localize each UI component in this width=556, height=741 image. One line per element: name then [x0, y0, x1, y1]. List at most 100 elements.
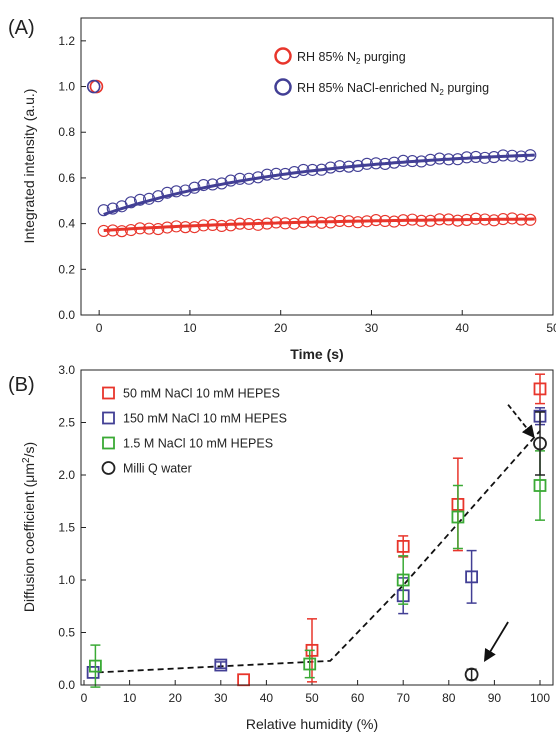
- panel-b-xtick-label: 90: [488, 691, 502, 705]
- panel-a-point-1: [369, 157, 383, 170]
- panel-b-point-3: [533, 436, 547, 451]
- panel-a-point-1: [478, 151, 491, 164]
- panel-a-point-0: [360, 215, 373, 228]
- panel-a-point-1: [197, 178, 210, 192]
- panel-b-point-3: [464, 667, 479, 682]
- panel-a-point-1: [233, 172, 246, 185]
- panel-a-point-1: [188, 181, 201, 194]
- panel-b-y-axis-label: Diffusion coefficient (μm2/s): [21, 442, 38, 612]
- panel-a-ytick-label: 0.6: [58, 171, 75, 185]
- panel-a-point-1: [388, 156, 401, 169]
- panel-b-yticks: 0.0 0.5 1.0 1.5 2.0 2.5 3.0: [58, 363, 86, 692]
- panel-a: (A) 0.0 0.2 0.4 0.6 0.8 1.0 1.2 0 10 20 30 40 50 In…: [8, 17, 556, 362]
- panel-a-point-0: [315, 216, 328, 229]
- panel-a-point-0: [133, 222, 147, 235]
- panel-b-point-0: [237, 673, 251, 687]
- panel-a-point-1: [469, 150, 482, 163]
- panel-b-point-2: [303, 657, 317, 671]
- panel-b-guide-line: [97, 430, 541, 674]
- panel-a-yticks: 0.0 0.2 0.4 0.6 0.8 1.0 1.2: [58, 34, 86, 322]
- panel-a-point-0: [460, 213, 473, 226]
- panel-b-xtick-label: 20: [169, 691, 183, 705]
- panel-a-point-0: [433, 213, 446, 226]
- panel-b-legend: 50 mM NaCl 10 mM HEPES 150 mM NaCl 10 mM …: [101, 387, 287, 476]
- panel-a-point-0: [379, 214, 392, 228]
- panel-a-point-1: [415, 155, 428, 168]
- panel-a-point-1: [351, 159, 364, 173]
- panel-a-point-1: [161, 186, 174, 199]
- panel-b-point-2: [396, 573, 410, 587]
- panel-a-point-1: [124, 196, 137, 209]
- panel-b-ytick-label: 0.5: [58, 626, 75, 640]
- panel-a-point-1: [242, 172, 255, 185]
- panel-a-point-1: [379, 157, 392, 170]
- panel-a-point-1: [133, 193, 147, 206]
- panel-b-xtick-label: 50: [305, 691, 319, 705]
- panel-a-point-1: [261, 168, 274, 181]
- panel-a-point-0: [469, 212, 482, 225]
- panel-a-point-0: [451, 214, 464, 227]
- panel-a-point-0: [242, 217, 255, 231]
- panel-a-point-1: [97, 204, 110, 217]
- panel-a-ytick-label: 0.4: [58, 217, 75, 231]
- panel-a-point-0: [424, 214, 437, 227]
- panel-b-x-axis-label: Relative humidity (%): [246, 716, 378, 732]
- panel-a-xtick-label: 50: [546, 321, 556, 335]
- panel-a-point-1: [170, 185, 183, 198]
- panel-a-point-0: [442, 213, 455, 226]
- panel-a-point-1: [106, 202, 119, 215]
- panel-a-point-1: [524, 149, 537, 162]
- panel-b-point-2: [451, 510, 465, 524]
- panel-b-arrow-1: [507, 404, 535, 439]
- panel-a-point-1: [497, 149, 510, 162]
- panel-b-point-1: [465, 570, 479, 584]
- panel-b-xtick-label: 40: [260, 691, 274, 705]
- panel-a-point-1: [397, 154, 410, 167]
- panel-a-point-1: [333, 160, 346, 173]
- panel-a-plot: [86, 79, 537, 238]
- panel-a-point-1: [506, 149, 519, 162]
- panel-a-point-0: [351, 216, 364, 229]
- panel-a-point-0: [297, 216, 310, 229]
- panel-a-ytick-label: 1.2: [58, 34, 75, 48]
- panel-a-point-0: [188, 221, 201, 234]
- panel-a-point-1: [315, 163, 328, 176]
- panel-a-y-axis-label: Integrated intensity (a.u.): [21, 89, 37, 244]
- panel-a-point-1: [515, 150, 528, 163]
- panel-b-ytick-label: 0.0: [58, 678, 75, 692]
- panel-a-ytick-label: 1.0: [58, 80, 75, 94]
- panel-a-point-0: [397, 214, 410, 227]
- panel-a-point-0: [288, 217, 301, 230]
- panel-a-point-1: [442, 153, 455, 166]
- panel-a-point-0: [106, 224, 119, 237]
- panel-a-point-0: [524, 213, 537, 226]
- panel-b-ytick-label: 2.5: [58, 416, 75, 430]
- panel-a-ytick-label: 0.2: [58, 262, 75, 276]
- panel-b-point-0: [533, 382, 547, 396]
- panel-a-point-0: [324, 216, 337, 229]
- panel-a-point-0: [497, 213, 510, 226]
- panel-a-point-1: [251, 171, 265, 184]
- panel-b-ytick-label: 3.0: [58, 363, 75, 377]
- panel-b-ytick-label: 2.0: [58, 468, 75, 482]
- panel-b-frame: [80, 369, 554, 686]
- panel-a-point-0: [369, 214, 383, 227]
- panel-a-point-0: [415, 214, 428, 227]
- panel-a-point-0: [97, 224, 110, 237]
- panel-a-point-1: [297, 163, 310, 176]
- panel-a-point-0: [306, 215, 319, 228]
- panel-a-point-1: [215, 177, 228, 190]
- panel-a-point-1: [433, 152, 446, 165]
- panel-a-point-0: [170, 220, 183, 233]
- panel-b-xtick-label: 100: [530, 691, 550, 705]
- panel-a-point-1: [279, 167, 292, 180]
- panel-a-point-0: [161, 221, 174, 234]
- panel-b-xticks: 0 10 20 30 40 50 60 70 80 90 100: [81, 680, 550, 705]
- panel-a-point-0: [515, 213, 528, 226]
- panel-b-legend-label-3: Milli Q water: [123, 462, 192, 476]
- panel-a-point-0: [115, 225, 128, 238]
- panel-b-ytick-label: 1.0: [58, 573, 75, 587]
- panel-a-point-0: [487, 214, 501, 227]
- panel-a-point-0: [478, 213, 491, 226]
- panel-a-initial-point-0: [89, 79, 104, 94]
